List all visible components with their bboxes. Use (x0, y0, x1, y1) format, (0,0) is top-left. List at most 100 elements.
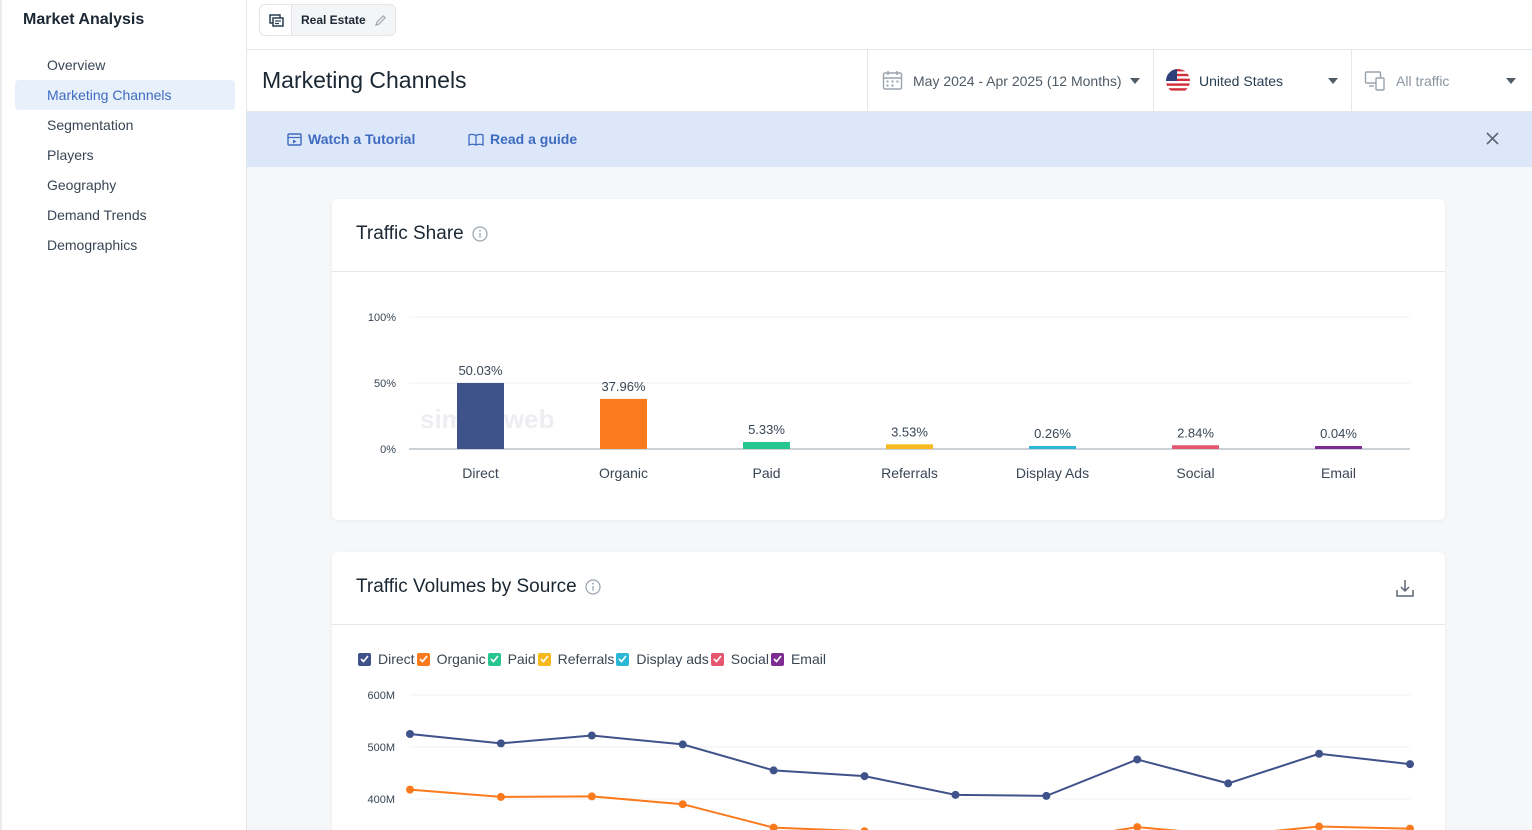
date-range-value: May 2024 - Apr 2025 (12 Months) (913, 72, 1122, 89)
data-point-organic[interactable] (1133, 823, 1142, 830)
bar-email[interactable] (1315, 446, 1362, 449)
video-icon (287, 132, 302, 146)
traffic-value: All traffic (1396, 72, 1450, 89)
country-value: United States (1199, 72, 1284, 89)
data-point-direct[interactable] (769, 766, 778, 775)
bar-social[interactable] (1172, 445, 1219, 449)
data-point-direct[interactable] (496, 739, 505, 748)
sidebar-item-overview[interactable]: Overview (47, 57, 106, 73)
tutorial-banner: Watch a Tutorial Read a guide (247, 112, 1532, 167)
data-point-organic[interactable] (769, 823, 778, 830)
read-guide-link[interactable]: Read a guide (468, 131, 577, 147)
legend-item-email[interactable]: Email (770, 651, 826, 667)
sidebar-item-marketing-channels[interactable]: Marketing Channels (15, 80, 235, 110)
y-tick-label: 0% (380, 444, 396, 456)
data-point-organic[interactable] (587, 792, 596, 801)
industry-icon (260, 5, 292, 35)
x-tick-label: Organic (599, 465, 648, 481)
data-point-organic[interactable] (1315, 822, 1324, 830)
watch-tutorial-link[interactable]: Watch a Tutorial (287, 131, 415, 147)
traffic-volumes-title: Traffic Volumes by Source (356, 576, 577, 597)
bar-display-ads[interactable] (1029, 446, 1076, 449)
traffic-share-title-row: Traffic Share (356, 223, 488, 245)
data-point-direct[interactable] (406, 730, 414, 738)
sidebar-item-segmentation[interactable]: Segmentation (47, 117, 134, 133)
legend-item-social[interactable]: Social (710, 651, 769, 667)
pencil-icon[interactable] (374, 14, 395, 27)
top-bar: Real Estate (247, 0, 1532, 50)
data-label: 2.84% (1177, 425, 1214, 440)
sidebar-item-demand-trends[interactable]: Demand Trends (47, 207, 147, 223)
calendar-icon (882, 70, 903, 91)
sidebar: Market Analysis Overview Marketing Chann… (0, 0, 247, 830)
chart-legend: Direct Organic Paid Referrals Display ads Soc… (358, 651, 828, 667)
close-icon[interactable] (1486, 132, 1499, 150)
x-tick-label: Display Ads (1016, 465, 1089, 481)
legend-label: Email (790, 651, 826, 667)
data-point-organic[interactable] (678, 800, 687, 809)
checkbox-icon (710, 652, 724, 666)
x-tick-label: Email (1321, 465, 1356, 481)
chevron-down-icon (1328, 78, 1338, 84)
legend-label: Display ads (636, 651, 709, 667)
sidebar-nav: Overview Marketing Channels Segmentation… (15, 50, 235, 260)
traffic-volumes-title-row: Traffic Volumes by Source (356, 576, 601, 598)
data-point-direct[interactable] (1224, 779, 1233, 788)
legend-item-paid[interactable]: Paid (487, 651, 536, 667)
page-title: Marketing Channels (262, 67, 467, 93)
legend-item-referrals[interactable]: Referrals (537, 651, 614, 667)
data-point-direct[interactable] (951, 790, 960, 799)
y-tick-label: 400M (367, 794, 395, 806)
info-icon[interactable] (585, 579, 601, 595)
y-tick-label: 100% (368, 312, 396, 324)
data-label: 50.03% (458, 363, 503, 378)
devices-icon (1364, 70, 1386, 92)
data-point-direct[interactable] (860, 772, 869, 781)
legend-label: Paid (507, 651, 536, 667)
data-point-organic[interactable] (496, 792, 505, 801)
book-icon (468, 133, 484, 146)
sidebar-item-players[interactable]: Players (47, 147, 94, 163)
download-icon[interactable] (1395, 578, 1415, 603)
legend-item-organic[interactable]: Organic (416, 651, 486, 667)
legend-label: Direct (378, 651, 415, 667)
legend-item-display[interactable]: Display ads (616, 651, 709, 667)
traffic-share-title: Traffic Share (356, 223, 464, 244)
industry-label: Real Estate (301, 13, 366, 27)
data-point-direct[interactable] (678, 740, 687, 749)
bar-organic[interactable] (600, 398, 647, 449)
data-label: 3.53% (891, 424, 928, 439)
data-point-direct[interactable] (1133, 755, 1142, 764)
bar-direct[interactable] (457, 382, 504, 449)
checkbox-icon (358, 652, 371, 666)
card-divider (332, 624, 1445, 625)
sidebar-item-demographics[interactable]: Demographics (47, 237, 138, 253)
legend-item-direct[interactable]: Direct (358, 651, 415, 667)
data-point-organic[interactable] (406, 785, 414, 794)
data-point-direct[interactable] (1042, 791, 1051, 800)
x-tick-label: Referrals (881, 465, 938, 481)
data-label: 5.33% (748, 422, 785, 437)
data-point-organic[interactable] (1406, 824, 1414, 830)
traffic-type-selector[interactable]: All traffic (1351, 50, 1532, 111)
data-label: 0.04% (1320, 426, 1357, 441)
date-range-selector[interactable]: May 2024 - Apr 2025 (12 Months) (867, 50, 1153, 111)
sidebar-item-geography[interactable]: Geography (47, 177, 117, 193)
card-divider (332, 271, 1445, 272)
industry-chip[interactable]: Real Estate (259, 4, 396, 36)
data-point-direct[interactable] (587, 731, 596, 740)
info-icon[interactable] (472, 226, 488, 242)
checkbox-icon (616, 652, 630, 666)
x-tick-label: Paid (752, 465, 780, 481)
bar-referrals[interactable] (886, 444, 933, 449)
y-tick-label: 50% (374, 378, 396, 390)
main-content: Traffic Share similarweb100%50%0%50.03%D… (247, 167, 1532, 830)
data-point-organic[interactable] (860, 827, 869, 830)
data-point-direct[interactable] (1315, 749, 1324, 758)
checkbox-icon (770, 652, 784, 666)
data-point-direct[interactable] (1406, 760, 1414, 769)
bar-paid[interactable] (743, 441, 790, 449)
country-selector[interactable]: United States (1153, 50, 1351, 111)
read-guide-label: Read a guide (490, 131, 578, 147)
x-tick-label: Social (1176, 465, 1214, 481)
